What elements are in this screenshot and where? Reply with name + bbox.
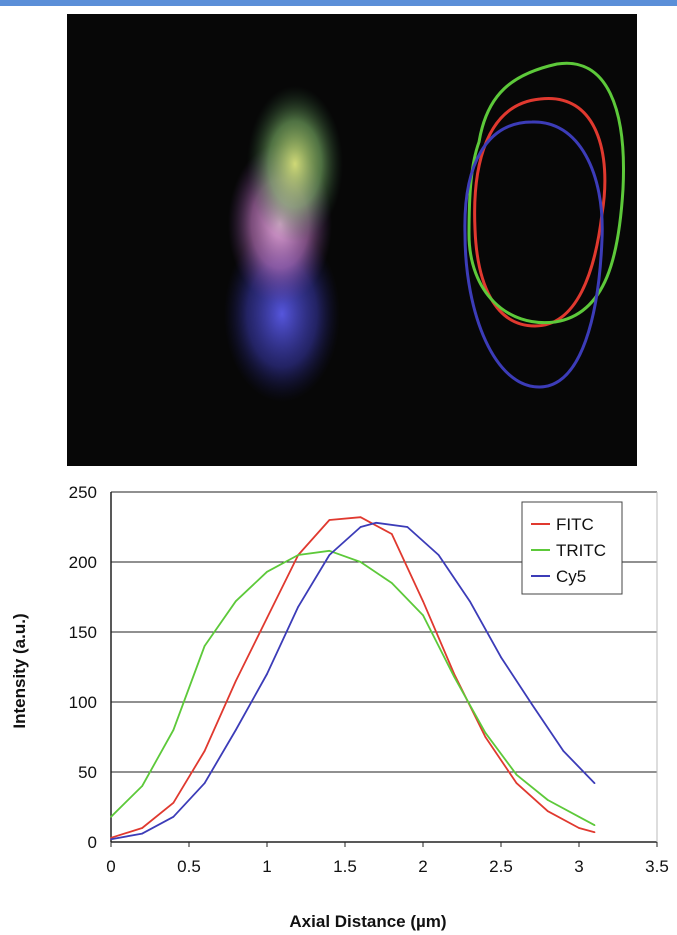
y-tick-label: 200 [69, 553, 97, 572]
x-tick-label: 2 [418, 857, 427, 876]
micrograph-image [224, 61, 625, 402]
axes-layer [110, 492, 658, 847]
x-tick-label: 0.5 [177, 857, 201, 876]
x-tick-label: 2.5 [489, 857, 513, 876]
legend-box [521, 501, 623, 595]
legend-label-fitc: FITC [556, 515, 594, 534]
data-point-tritc [203, 645, 206, 647]
fitc-blob [247, 86, 343, 242]
data-point-tritc [422, 614, 424, 616]
data-point-cy5 [593, 782, 596, 784]
data-point-cy5 [235, 729, 237, 731]
data-point-fitc [578, 827, 580, 829]
y-tick-label: 0 [88, 833, 97, 852]
cy5-contour [463, 120, 604, 389]
data-point-cy5 [141, 832, 143, 835]
data-point-tritc [235, 600, 237, 602]
data-point-fitc [515, 782, 518, 784]
series-layer [110, 516, 596, 841]
fluorescence-micrograph [67, 14, 637, 466]
data-point-fitc [359, 516, 362, 518]
data-point-fitc [547, 810, 549, 812]
data-point-tritc [578, 816, 580, 818]
y-axis-title: Intensity (a.u.) [10, 613, 29, 728]
data-point-tritc [266, 571, 268, 573]
data-point-fitc [110, 837, 112, 839]
data-point-tritc [484, 732, 487, 734]
data-point-tritc [297, 554, 300, 556]
data-point-tritc [515, 774, 518, 776]
data-point-fitc [141, 827, 143, 829]
data-point-cy5 [203, 782, 206, 784]
data-point-cy5 [328, 554, 331, 556]
data-point-tritc [391, 582, 393, 584]
data-point-fitc [235, 680, 237, 682]
top-border-strip [0, 0, 677, 6]
x-axis-title: Axial Distance (µm) [289, 912, 446, 931]
y-tick-label: 250 [69, 483, 97, 502]
x-tick-label: 0 [106, 857, 115, 876]
tick-layer: 0 50 100 150 200 250 0 0.5 1 1.5 2 2.5 3 3.5 [69, 483, 669, 876]
data-point-cy5 [531, 704, 533, 706]
fitc-contour [473, 97, 607, 328]
data-point-cy5 [406, 526, 409, 528]
legend-label-cy5: Cy5 [556, 567, 586, 586]
x-tick-label: 3 [574, 857, 583, 876]
data-point-cy5 [359, 526, 362, 528]
data-point-cy5 [297, 606, 300, 608]
y-tick-label: 50 [78, 763, 97, 782]
y-tick-label: 150 [69, 623, 97, 642]
data-point-fitc [593, 831, 596, 833]
data-point-cy5 [500, 656, 502, 658]
data-point-cy5 [562, 750, 565, 752]
data-point-tritc [141, 785, 143, 787]
data-point-fitc [422, 600, 424, 602]
data-point-cy5 [110, 838, 112, 840]
x-tick-label: 1.5 [333, 857, 357, 876]
x-tick-label: 1 [262, 857, 271, 876]
data-point-tritc [547, 799, 549, 801]
data-point-fitc [172, 802, 175, 804]
data-point-tritc [110, 816, 112, 818]
data-point-fitc [203, 750, 206, 752]
legend-label-tritc: TRITC [556, 541, 606, 560]
data-point-cy5 [266, 673, 268, 675]
data-point-tritc [328, 550, 331, 552]
y-tick-label: 100 [69, 693, 97, 712]
intensity-chart: 0 50 100 150 200 250 0 0.5 1 1.5 2 2.5 3 3.5 Intensit… [0, 472, 677, 935]
data-point-fitc [266, 617, 268, 619]
intensity-chart-svg: 0 50 100 150 200 250 0 0.5 1 1.5 2 2.5 3 3.5 Intensit… [10, 483, 669, 931]
data-point-tritc [593, 824, 596, 826]
data-point-tritc [172, 729, 175, 731]
data-point-cy5 [469, 600, 471, 602]
data-point-tritc [359, 561, 362, 563]
data-point-fitc [391, 533, 393, 535]
data-point-cy5 [437, 554, 440, 556]
data-point-cy5 [375, 522, 378, 524]
x-tick-label: 3.5 [645, 857, 669, 876]
data-point-fitc [484, 736, 487, 738]
data-point-cy5 [172, 816, 175, 818]
chart-legend: FITC TRITC Cy5 [521, 501, 623, 595]
data-point-fitc [328, 519, 331, 521]
data-point-tritc [453, 676, 456, 678]
tritc-contour [467, 61, 625, 325]
